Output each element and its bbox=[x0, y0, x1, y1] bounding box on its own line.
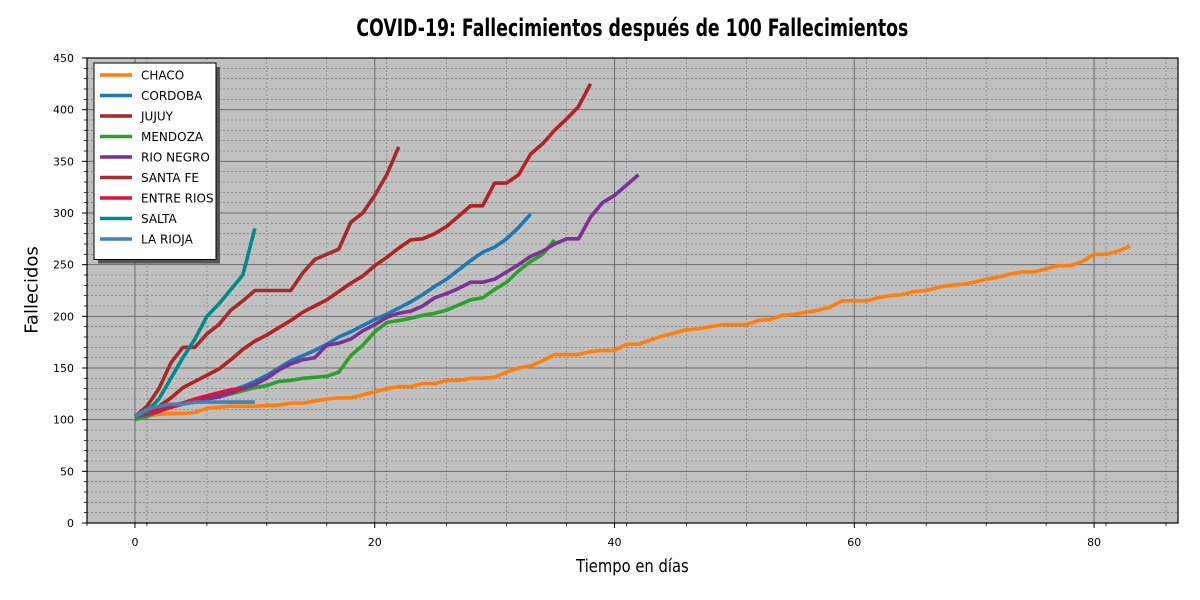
y-tick-label: 250 bbox=[53, 259, 74, 272]
series-line-salta bbox=[134, 228, 257, 419]
x-axis-label: Tiempo en días bbox=[576, 556, 689, 577]
plot-background bbox=[87, 58, 1178, 523]
legend-label: MENDOZA bbox=[141, 130, 204, 144]
series-line-rio-negro bbox=[134, 173, 640, 419]
series-line-chaco bbox=[134, 244, 1131, 419]
x-tick-label: 60 bbox=[847, 536, 861, 549]
y-tick-label: 150 bbox=[53, 362, 74, 375]
x-tick-label: 40 bbox=[608, 536, 622, 549]
y-axis-label: Fallecidos bbox=[21, 246, 43, 334]
y-tick-label: 300 bbox=[53, 207, 74, 220]
y-tick-label: 450 bbox=[53, 52, 74, 65]
series-line-santa-fe bbox=[133, 146, 401, 418]
x-tick-label: 80 bbox=[1087, 536, 1101, 549]
legend-label: RIO NEGRO bbox=[141, 151, 210, 165]
y-tick-label: 0 bbox=[67, 517, 74, 530]
y-tick-label: 350 bbox=[53, 155, 74, 168]
series-line-la-rioja bbox=[134, 400, 255, 419]
legend-label: LA RIOJA bbox=[141, 233, 194, 247]
x-axis: 0 20 40 60 80 bbox=[86, 523, 1167, 549]
legend-label: SANTA FE bbox=[141, 171, 199, 185]
series-line-jujuy bbox=[134, 82, 593, 419]
y-tick-label: 400 bbox=[53, 104, 74, 117]
series-line-entre-rios bbox=[134, 386, 244, 419]
series-layer bbox=[133, 82, 1131, 422]
x-tick-label: 20 bbox=[368, 536, 382, 549]
plot-frame bbox=[86, 57, 1179, 524]
legend-label: SALTA bbox=[141, 212, 177, 226]
legend: CHACO CORDOBA JUJUY MENDOZA RIO NEGRO SANTA F… bbox=[93, 62, 220, 264]
x-tick-label: 0 bbox=[131, 536, 138, 549]
y-tick-label: 50 bbox=[60, 465, 74, 478]
legend-label: CORDOBA bbox=[141, 89, 203, 103]
legend-label: ENTRE RIOS bbox=[141, 192, 214, 206]
legend-label: CHACO bbox=[141, 69, 184, 83]
y-tick-label: 100 bbox=[53, 414, 74, 427]
y-axis: 0 50 100 150 200 250 300 350 400 450 bbox=[53, 52, 87, 530]
y-tick-label: 200 bbox=[53, 310, 74, 323]
legend-label: JUJUY bbox=[140, 110, 174, 124]
minor-grid bbox=[86, 58, 1178, 523]
chart-title: COVID-19: Fallecimientos después de 100 … bbox=[356, 14, 909, 42]
